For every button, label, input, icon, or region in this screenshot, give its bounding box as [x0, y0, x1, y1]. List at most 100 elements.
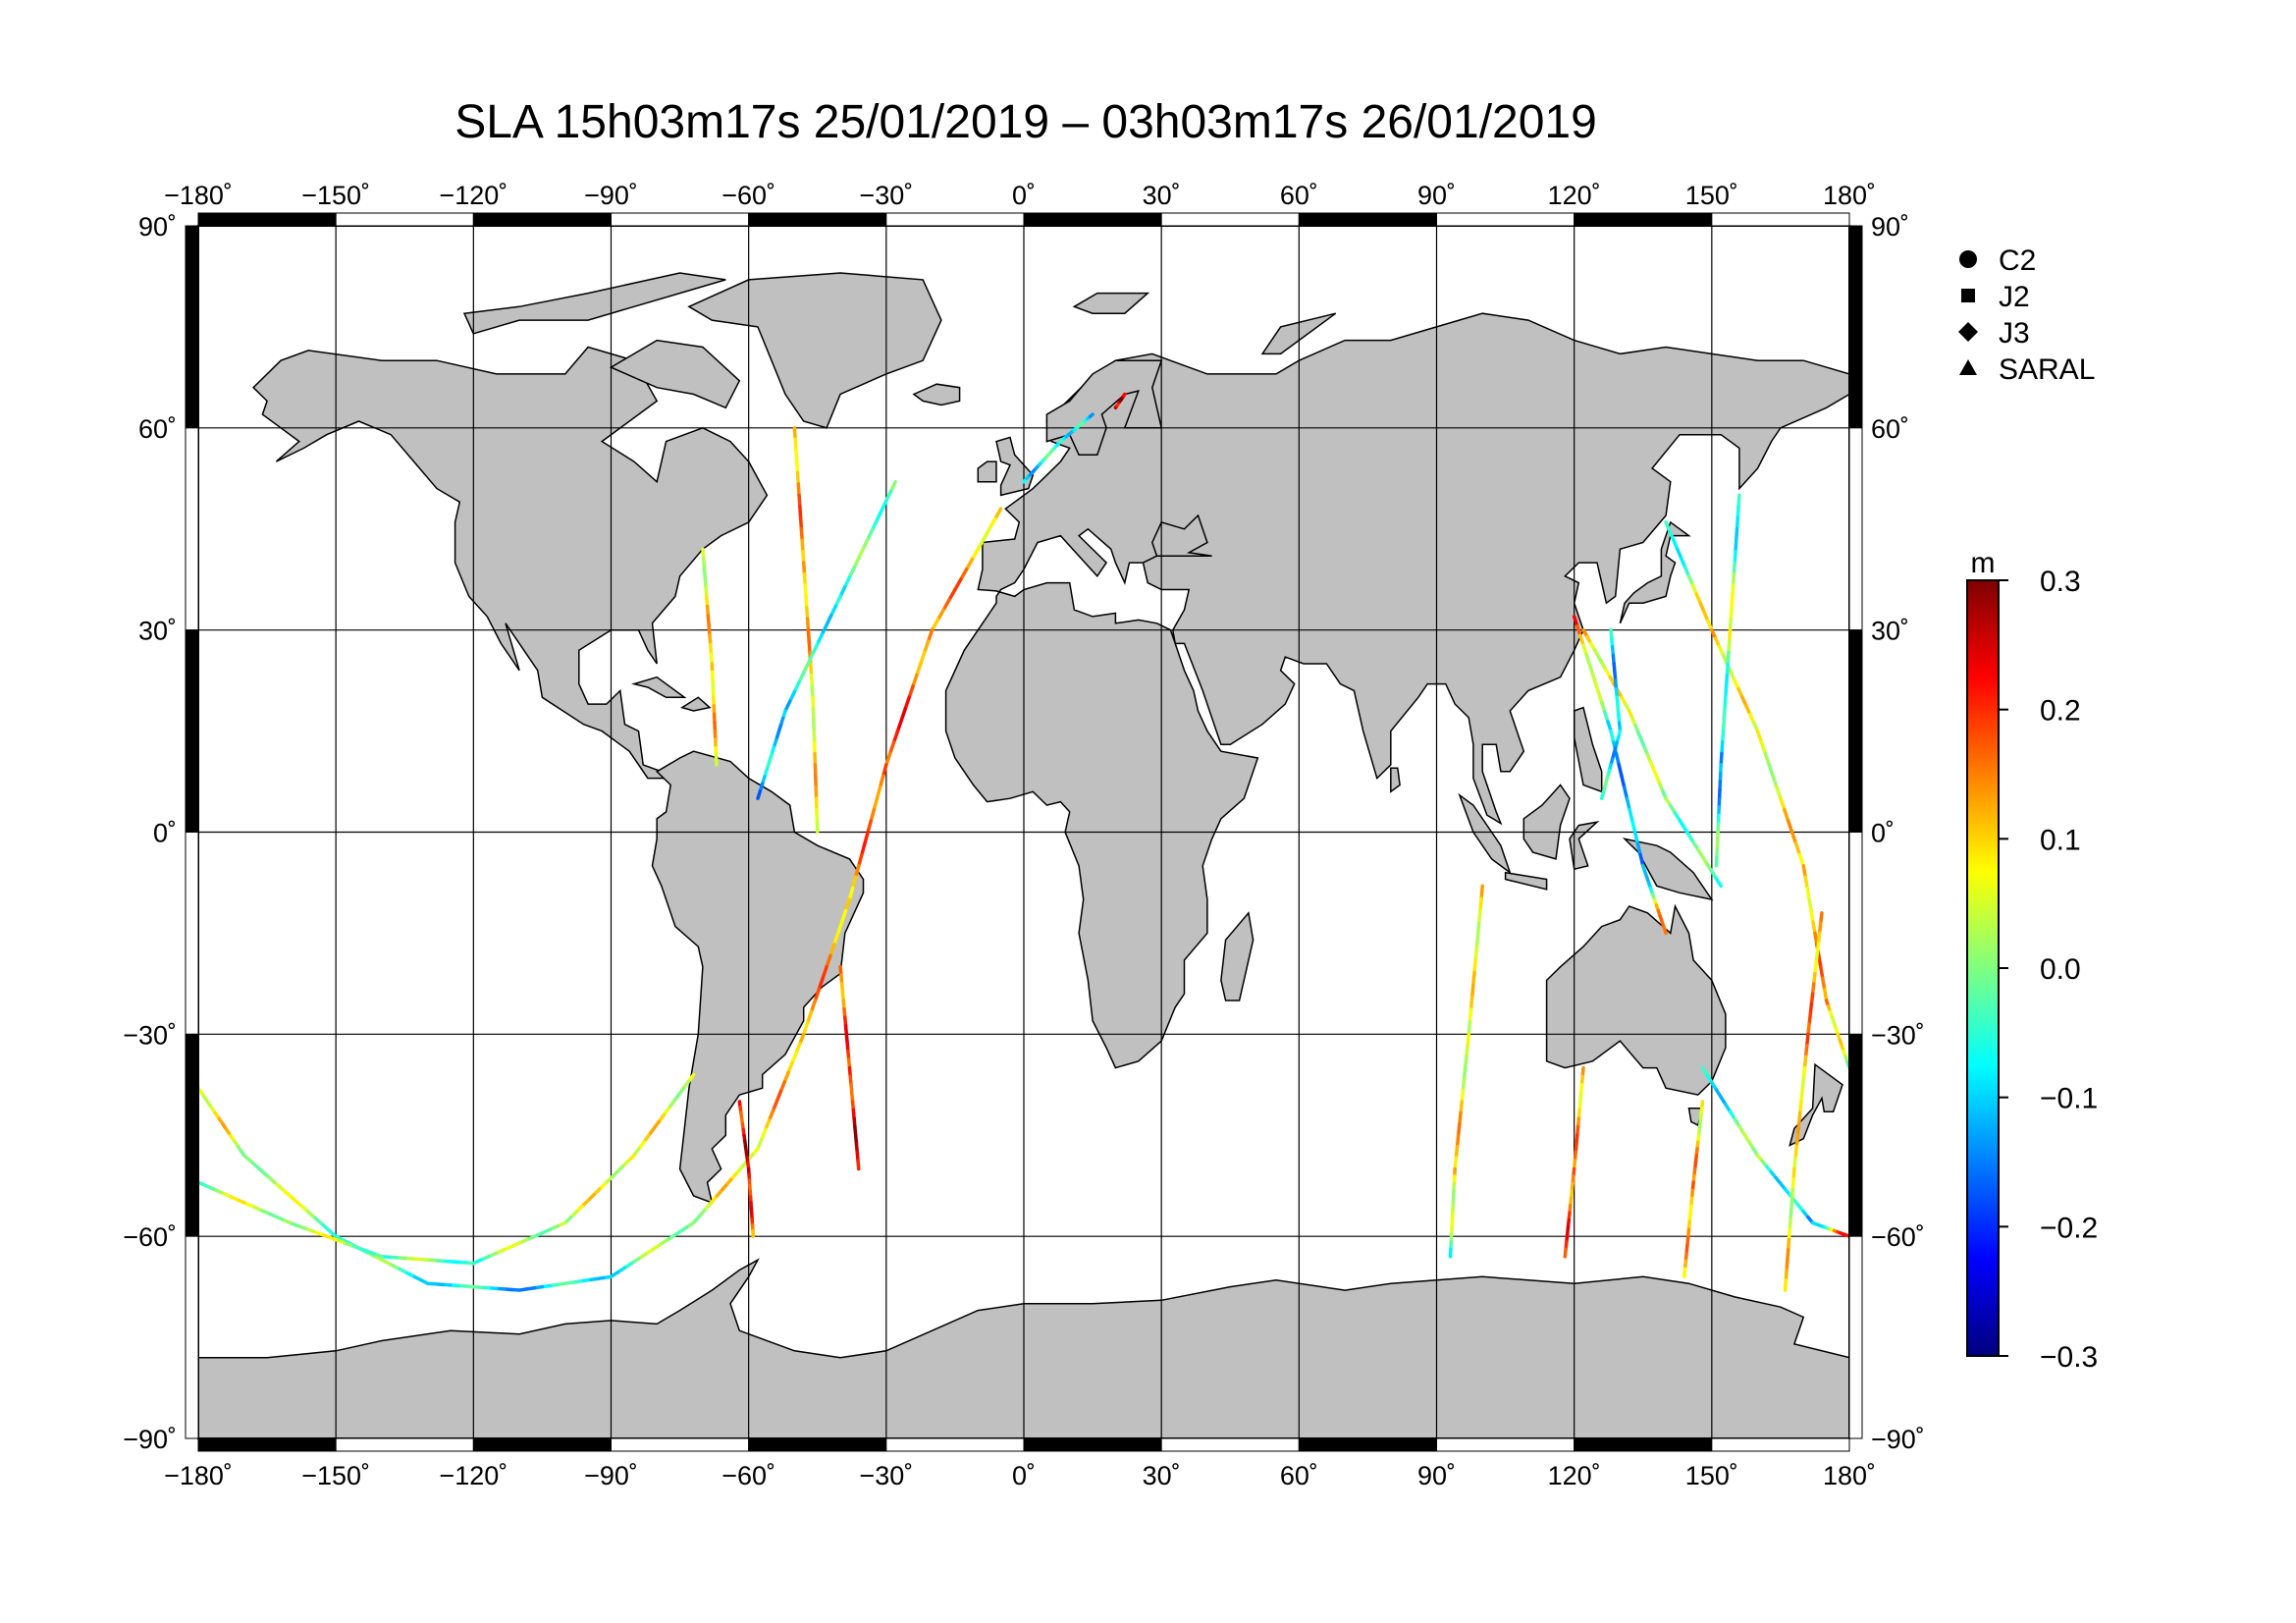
- track-segment-j3: [1468, 1007, 1473, 1024]
- track-segment-saral: [1767, 763, 1775, 779]
- track-segment-j2: [1628, 807, 1634, 823]
- track-segment-j3: [1731, 571, 1736, 587]
- track-segment-saral: [866, 527, 875, 541]
- legend-triangle-icon: [1959, 359, 1977, 375]
- lon-tick-label-top: −60˚: [721, 181, 775, 210]
- track-segment-j3: [1455, 1133, 1461, 1149]
- track-segment-c2: [832, 931, 840, 947]
- track-segment-saral: [1779, 796, 1787, 812]
- track-segment-c2: [891, 729, 900, 744]
- lon-tick-label-bottom: 150˚: [1685, 1461, 1738, 1490]
- track-segment-c2: [881, 763, 888, 779]
- track-segment-j3: [805, 606, 810, 621]
- track-segment-j3: [1476, 908, 1482, 925]
- track-segment-j3: [801, 549, 806, 565]
- track-segment-j2: [1800, 1077, 1806, 1093]
- track-segment-c2: [907, 684, 915, 700]
- track-segment-saral: [801, 661, 811, 675]
- track-segment-j3: [1463, 1055, 1468, 1070]
- track-segment-c2: [198, 1180, 208, 1188]
- track-segment-j3: [1479, 884, 1484, 900]
- track-segment-c2: [825, 953, 832, 969]
- track-segment-j3: [1471, 970, 1476, 987]
- lat-tick-label-right: 60˚: [1871, 414, 1909, 444]
- track-segment-j3: [1682, 1267, 1687, 1279]
- colorbar-tick-label: 0.1: [2040, 824, 2081, 856]
- track-segment-c2: [982, 527, 991, 541]
- track-segment-j3: [1454, 1144, 1460, 1160]
- track-segment-c2: [809, 999, 818, 1014]
- track-segment-j3: [1469, 983, 1475, 1000]
- track-segment-j2: [1783, 1278, 1789, 1292]
- track-segment-saral: [1807, 897, 1813, 913]
- land-australia: [1545, 903, 1727, 1096]
- lon-tick-label-bottom: 60˚: [1280, 1461, 1318, 1490]
- legend-label: SARAL: [1999, 353, 2095, 386]
- track-segment-saral: [783, 699, 792, 713]
- track-segment-j3: [1734, 538, 1738, 554]
- track-segment-j3: [1725, 662, 1730, 677]
- track-segment-saral: [792, 680, 801, 694]
- track-segment-c2: [884, 751, 892, 767]
- track-segment-j2: [1609, 729, 1616, 744]
- lat-tick-label-left: 90˚: [138, 212, 177, 242]
- track-segment-c2: [926, 627, 934, 643]
- lat-tick-label-left: 60˚: [138, 414, 177, 444]
- lat-tick-label-right: 30˚: [1871, 617, 1909, 646]
- track-segment-j3: [1468, 995, 1474, 1011]
- frame-segment-bottom: [1160, 1437, 1300, 1452]
- track-segment-j2: [1617, 763, 1624, 779]
- track-segment-j3: [1473, 946, 1479, 962]
- track-segment-j2: [1662, 925, 1668, 936]
- colorbar-tick-label: −0.3: [2040, 1341, 2098, 1374]
- track-segment-c2: [959, 568, 969, 581]
- track-segment-saral: [820, 622, 828, 636]
- frame-segment-top: [1160, 212, 1300, 227]
- track-segment-saral: [1755, 729, 1764, 744]
- frame-segment-left: [185, 427, 199, 631]
- lon-tick-label-bottom: 30˚: [1143, 1461, 1181, 1490]
- track-segment-j3: [794, 448, 799, 463]
- frame-segment-bottom: [335, 1437, 474, 1452]
- track-segment-saral: [1793, 841, 1802, 857]
- track-segment-c2: [919, 650, 927, 666]
- track-segment-j3: [793, 437, 798, 453]
- track-segment-j3: [1731, 583, 1735, 599]
- track-segment-saral: [1811, 920, 1817, 936]
- track-segment-c2: [860, 841, 867, 857]
- map-title: SLA 15h03m17s 25/01/2019 – 03h03m17s 26/…: [454, 96, 1597, 148]
- track-segment-j3: [804, 594, 809, 610]
- track-segment-saral: [811, 642, 820, 656]
- lat-tick-label-right: 0˚: [1871, 819, 1895, 848]
- track-segment-c2: [805, 1009, 814, 1025]
- map-frame: [185, 212, 1863, 1452]
- track-segment-j3: [1459, 1100, 1464, 1115]
- track-segment-saral: [1803, 875, 1809, 891]
- frame-segment-bottom: [1436, 1437, 1575, 1452]
- track-segment-saral: [871, 517, 880, 532]
- track-segment-saral: [756, 789, 763, 800]
- track-segment-c2: [875, 785, 882, 800]
- track-segment-saral: [787, 689, 797, 704]
- track-segment-j3: [805, 617, 811, 632]
- colorbar-tick-label: −0.1: [2040, 1083, 2098, 1115]
- lat-tick-label-left: 0˚: [153, 819, 177, 848]
- track-segment-j2: [1632, 830, 1640, 845]
- track-segment-j3: [1719, 751, 1724, 767]
- track-segment-saral: [1775, 785, 1783, 800]
- track-segment-j3: [1726, 650, 1731, 666]
- track-segment-saral: [1797, 852, 1806, 868]
- lat-tick-label-right: −30˚: [1871, 1020, 1925, 1050]
- land-madagascar: [1220, 911, 1255, 1001]
- track-segment-c2: [828, 943, 836, 958]
- frame-segment-bottom: [885, 1437, 1025, 1452]
- frame-segment-left: [185, 832, 199, 1035]
- track-segment-c2: [821, 964, 828, 980]
- track-segment-c2: [895, 718, 904, 733]
- track-segment-j2: [1635, 841, 1642, 857]
- frame-segment-top: [885, 212, 1025, 227]
- track-segment-j3: [803, 583, 808, 599]
- track-segment-j3: [1720, 740, 1725, 756]
- track-segment-c2: [887, 740, 896, 756]
